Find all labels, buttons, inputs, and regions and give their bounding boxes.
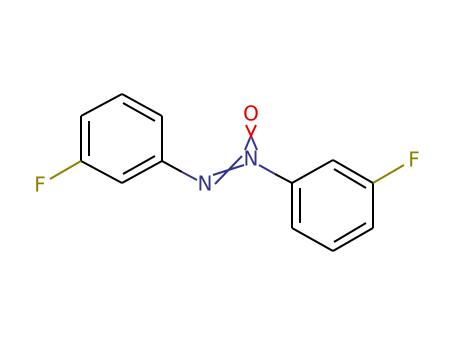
bond [244, 137, 251, 151]
atom-label: F [408, 148, 420, 172]
bond [121, 93, 163, 117]
bond [80, 93, 123, 117]
bond [80, 160, 123, 184]
bond [181, 171, 198, 181]
bond [122, 155, 156, 175]
bond [161, 160, 183, 173]
bond [372, 164, 405, 184]
bond [333, 222, 367, 243]
bond [49, 160, 82, 180]
bond [333, 168, 367, 189]
bond [122, 102, 156, 122]
bond [291, 227, 334, 252]
atom-label: N [244, 147, 259, 171]
bond [291, 159, 334, 184]
atom-label: O [243, 102, 259, 126]
bond [251, 137, 258, 151]
bond [332, 227, 374, 252]
bond [332, 159, 374, 184]
bond [258, 164, 276, 175]
bond [274, 173, 293, 184]
bond [245, 124, 253, 139]
bonds [49, 93, 405, 252]
bond [121, 160, 163, 184]
atom-label: N [198, 172, 213, 196]
bond [214, 155, 243, 185]
atom-label: F [34, 173, 46, 197]
